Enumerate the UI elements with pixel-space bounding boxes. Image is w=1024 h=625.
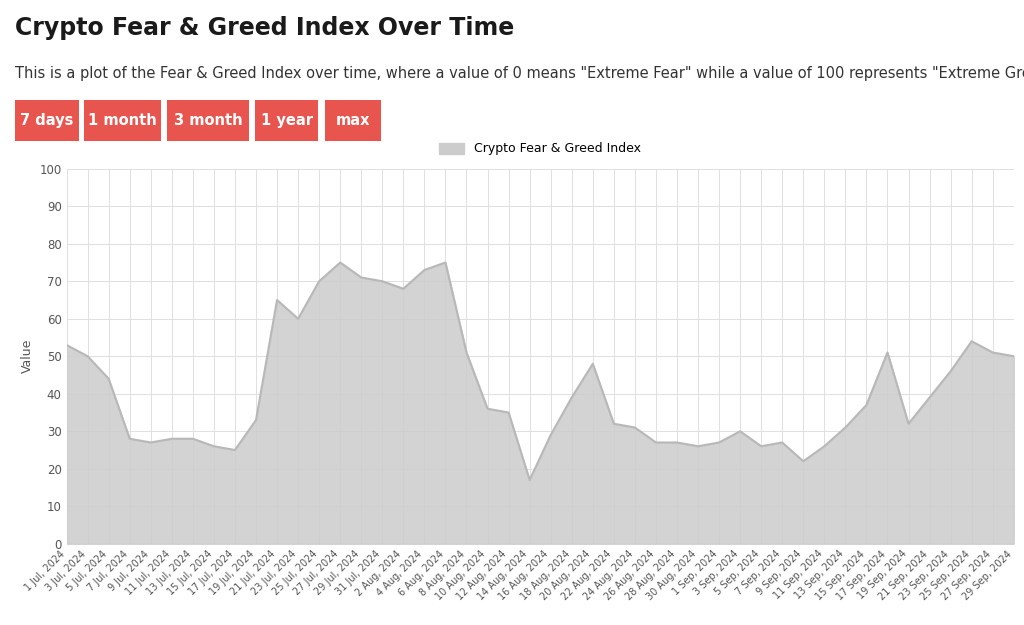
Text: 3 month: 3 month bbox=[173, 112, 243, 128]
Text: This is a plot of the Fear & Greed Index over time, where a value of 0 means "Ex: This is a plot of the Fear & Greed Index… bbox=[15, 66, 1024, 81]
Text: max: max bbox=[336, 112, 370, 128]
Text: Crypto Fear & Greed Index Over Time: Crypto Fear & Greed Index Over Time bbox=[15, 16, 515, 39]
Text: 7 days: 7 days bbox=[20, 112, 74, 128]
Legend: Crypto Fear & Greed Index: Crypto Fear & Greed Index bbox=[434, 138, 646, 161]
Text: 1 month: 1 month bbox=[88, 112, 157, 128]
Text: 1 year: 1 year bbox=[261, 112, 312, 128]
Y-axis label: Value: Value bbox=[20, 339, 34, 373]
